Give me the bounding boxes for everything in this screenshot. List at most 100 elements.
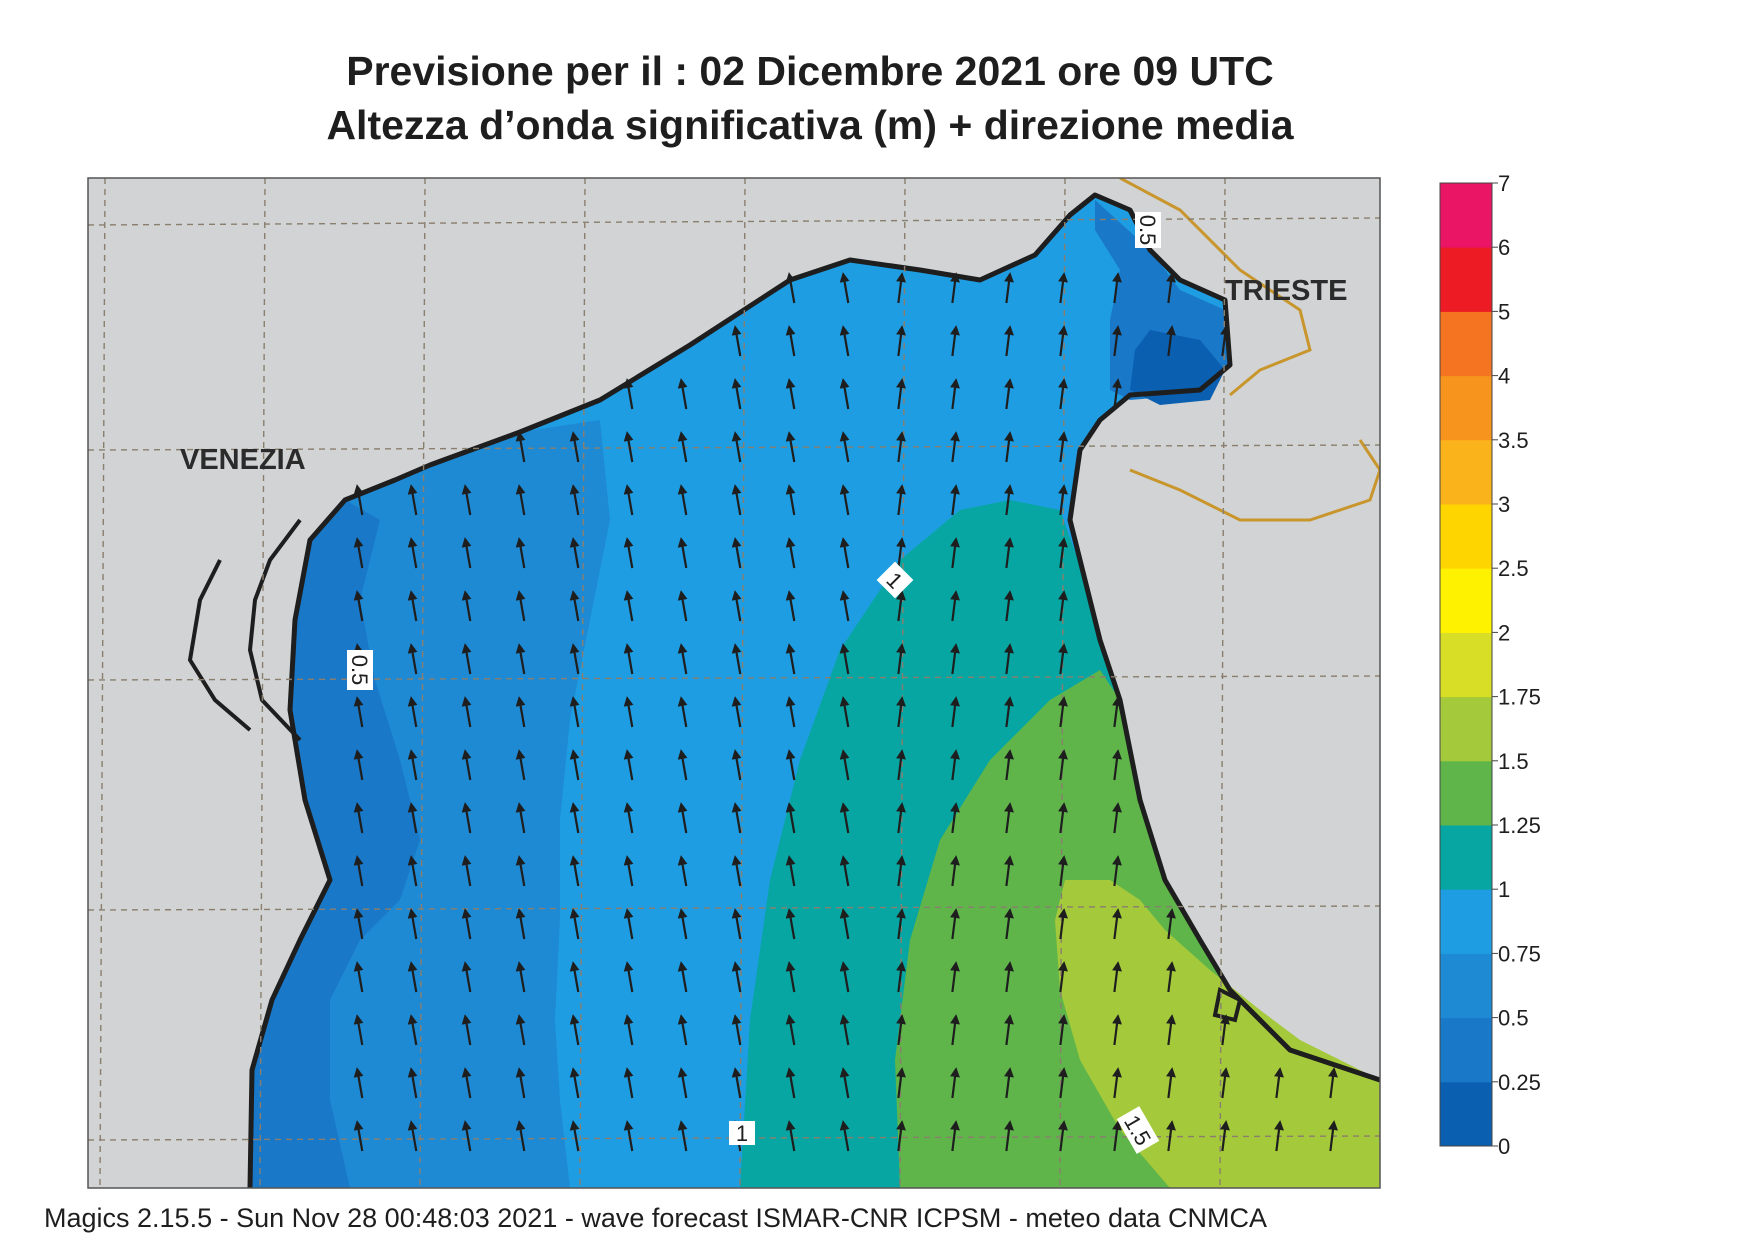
direction-arrow — [461, 484, 472, 516]
direction-arrow — [353, 537, 364, 569]
direction-arrow — [515, 1120, 526, 1152]
direction-arrow — [353, 908, 364, 940]
colorbar-swatch — [1440, 632, 1492, 698]
colorbar-tick-label: 6 — [1498, 235, 1510, 260]
direction-arrow — [1004, 643, 1014, 675]
direction-arrow — [461, 1067, 472, 1099]
direction-arrow — [839, 961, 850, 993]
colorbar-tick-label: 1.5 — [1498, 749, 1529, 774]
direction-arrow — [515, 643, 526, 675]
direction-arrow — [569, 696, 580, 728]
direction-arrow — [1004, 272, 1014, 304]
direction-arrow — [839, 1120, 850, 1152]
direction-arrow — [461, 590, 472, 622]
direction-arrow — [1112, 855, 1122, 887]
direction-arrow — [785, 1067, 796, 1099]
direction-arrows — [353, 272, 1338, 1152]
direction-arrow — [623, 696, 634, 728]
colorbar-tick-label: 7 — [1498, 171, 1510, 196]
contour-label: 1 — [729, 1121, 755, 1146]
place-label-trieste: TRIESTE — [1225, 275, 1347, 307]
direction-arrow — [353, 484, 364, 516]
direction-arrow — [839, 431, 850, 463]
direction-arrow — [1166, 908, 1176, 940]
direction-arrow — [407, 908, 418, 940]
venice-lagoon-outline — [187, 518, 302, 742]
direction-arrow — [407, 590, 418, 622]
direction-arrow — [896, 961, 906, 993]
direction-arrow — [1166, 1067, 1176, 1099]
direction-arrow — [896, 431, 906, 463]
direction-arrow — [1112, 802, 1122, 834]
direction-arrow — [839, 325, 850, 357]
direction-arrow — [569, 961, 580, 993]
direction-arrow — [569, 802, 580, 834]
colorbar-tick-label: 3.5 — [1498, 428, 1529, 453]
direction-arrow — [896, 484, 906, 516]
direction-arrow — [515, 1067, 526, 1099]
direction-arrow — [515, 537, 526, 569]
colorbar-swatch — [1440, 953, 1492, 1019]
direction-arrow — [1112, 1067, 1122, 1099]
contour-label: 1 — [876, 561, 914, 599]
direction-arrow — [623, 378, 634, 410]
direction-arrow — [623, 749, 634, 781]
direction-arrow — [1058, 1067, 1068, 1099]
direction-arrow — [731, 855, 742, 887]
direction-arrow — [839, 378, 850, 410]
direction-arrow — [623, 908, 634, 940]
direction-arrow — [461, 961, 472, 993]
direction-arrow — [1112, 378, 1122, 410]
direction-arrow — [1220, 1067, 1230, 1099]
direction-arrow — [461, 908, 472, 940]
direction-arrow — [569, 749, 580, 781]
istria-island-outline — [1212, 987, 1243, 1023]
direction-arrow — [950, 1067, 960, 1099]
direction-arrow — [785, 484, 796, 516]
direction-arrow — [1112, 696, 1122, 728]
direction-arrow — [731, 908, 742, 940]
direction-arrow — [1004, 802, 1014, 834]
direction-arrow — [731, 378, 742, 410]
direction-arrow — [1004, 749, 1014, 781]
direction-arrow — [785, 749, 796, 781]
direction-arrow — [950, 961, 960, 993]
colorbar-swatch — [1440, 889, 1492, 954]
svg-text:0.5: 0.5 — [347, 655, 372, 686]
direction-arrow — [407, 749, 418, 781]
direction-arrow — [623, 855, 634, 887]
direction-arrow — [461, 749, 472, 781]
direction-arrow — [731, 696, 742, 728]
direction-arrow — [1004, 325, 1014, 357]
direction-arrow — [569, 431, 580, 463]
direction-arrow — [407, 537, 418, 569]
direction-arrow — [950, 1014, 960, 1046]
direction-arrow — [731, 431, 742, 463]
direction-arrow — [677, 908, 688, 940]
direction-arrow — [407, 961, 418, 993]
direction-arrow — [515, 590, 526, 622]
direction-arrow — [1328, 1120, 1338, 1152]
map-title: Previsione per il : 02 Dicembre 2021 ore… — [346, 48, 1274, 94]
direction-arrow — [1058, 431, 1068, 463]
direction-arrow — [950, 484, 960, 516]
colorbar-swatch — [1440, 439, 1492, 505]
direction-arrow — [896, 643, 906, 675]
colorbar-swatch — [1440, 568, 1492, 633]
direction-arrow — [785, 537, 796, 569]
direction-arrow — [950, 855, 960, 887]
colorbar-swatch — [1440, 311, 1492, 377]
direction-arrow — [785, 961, 796, 993]
direction-arrow — [623, 590, 634, 622]
direction-arrow — [677, 749, 688, 781]
direction-arrow — [1220, 1014, 1230, 1046]
colorbar-legend: 0 0.25 0.5 0.75 1 1.25 1.5 1.75 2 2.5 3 3.5 4 5 6 7 — [1439, 171, 1541, 1159]
direction-arrow — [677, 696, 688, 728]
colorbar-tick-label: 0.25 — [1498, 1070, 1541, 1095]
direction-arrow — [839, 484, 850, 516]
direction-arrow — [1058, 590, 1068, 622]
direction-arrow — [353, 855, 364, 887]
direction-arrow — [677, 378, 688, 410]
